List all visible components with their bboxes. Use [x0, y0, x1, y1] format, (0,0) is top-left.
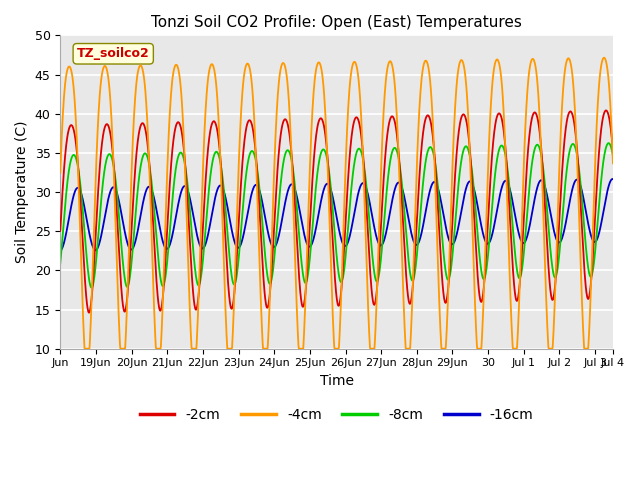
Legend: -2cm, -4cm, -8cm, -16cm: -2cm, -4cm, -8cm, -16cm — [134, 403, 539, 428]
Y-axis label: Soil Temperature (C): Soil Temperature (C) — [15, 121, 29, 263]
Title: Tonzi Soil CO2 Profile: Open (East) Temperatures: Tonzi Soil CO2 Profile: Open (East) Temp… — [151, 15, 522, 30]
Text: TZ_soilco2: TZ_soilco2 — [77, 47, 150, 60]
X-axis label: Time: Time — [319, 374, 354, 388]
